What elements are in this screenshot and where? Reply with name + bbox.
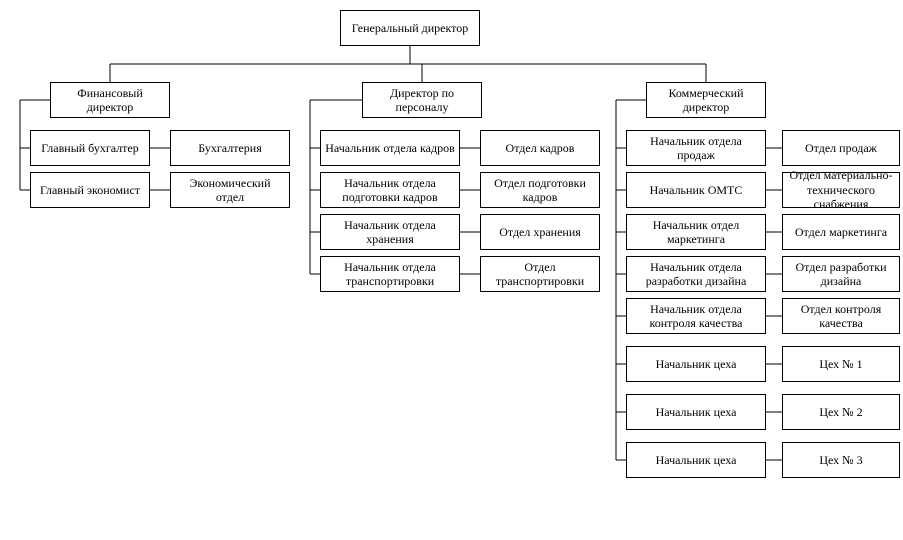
org-node-label: Главный бухгалтер bbox=[41, 141, 138, 155]
org-node-label: Начальник отдела продаж bbox=[631, 134, 761, 163]
org-node-hr_l2: Начальник отдела подготовки кадров bbox=[320, 172, 460, 208]
org-node-hr_l3: Начальник отдела хранения bbox=[320, 214, 460, 250]
org-node-label: Отдел разработки дизайна bbox=[787, 260, 895, 289]
org-node-hr_r2: Отдел подготовки кадров bbox=[480, 172, 600, 208]
org-node-com_dir: Коммерческий директор bbox=[646, 82, 766, 118]
org-node-com_l6: Начальник цеха bbox=[626, 346, 766, 382]
org-node-fin_r1: Бухгалтерия bbox=[170, 130, 290, 166]
org-node-label: Экономический отдел bbox=[175, 176, 285, 205]
org-node-label: Цех № 3 bbox=[819, 453, 862, 467]
org-node-com_l4: Начальник отдела разработки дизайна bbox=[626, 256, 766, 292]
org-node-label: Отдел транспортировки bbox=[485, 260, 595, 289]
org-node-label: Начальник отдела подготовки кадров bbox=[325, 176, 455, 205]
org-node-label: Начальник цеха bbox=[656, 357, 737, 371]
org-node-fin_dir: Финансовый директор bbox=[50, 82, 170, 118]
org-node-label: Начальник отдел маркетинга bbox=[631, 218, 761, 247]
org-node-com_l2: Начальник ОМТС bbox=[626, 172, 766, 208]
org-node-label: Главный экономист bbox=[40, 183, 140, 197]
org-node-label: Бухгалтерия bbox=[198, 141, 261, 155]
org-node-label: Директор по персоналу bbox=[367, 86, 477, 115]
org-node-fin_l1: Главный бухгалтер bbox=[30, 130, 150, 166]
org-node-com_r5: Отдел контроля качества bbox=[782, 298, 900, 334]
org-node-hr_l4: Начальник отдела транспортировки bbox=[320, 256, 460, 292]
org-node-com_r3: Отдел маркетинга bbox=[782, 214, 900, 250]
org-node-label: Отдел контроля качества bbox=[787, 302, 895, 331]
org-node-label: Начальник отдела разработки дизайна bbox=[631, 260, 761, 289]
org-node-com_l8: Начальник цеха bbox=[626, 442, 766, 478]
org-node-label: Начальник отдела контроля качества bbox=[631, 302, 761, 331]
org-node-label: Начальник отдела кадров bbox=[325, 141, 455, 155]
org-node-label: Начальник отдела транспортировки bbox=[325, 260, 455, 289]
org-node-label: Начальник цеха bbox=[656, 453, 737, 467]
org-node-com_l5: Начальник отдела контроля качества bbox=[626, 298, 766, 334]
org-node-hr_dir: Директор по персоналу bbox=[362, 82, 482, 118]
org-node-label: Начальник ОМТС bbox=[650, 183, 743, 197]
org-node-label: Начальник цеха bbox=[656, 405, 737, 419]
org-node-label: Цех № 2 bbox=[819, 405, 862, 419]
org-node-com_l1: Начальник отдела продаж bbox=[626, 130, 766, 166]
org-node-com_l7: Начальник цеха bbox=[626, 394, 766, 430]
org-node-label: Отдел подготовки кадров bbox=[485, 176, 595, 205]
org-node-label: Отдел продаж bbox=[805, 141, 877, 155]
org-node-label: Отдел хранения bbox=[499, 225, 581, 239]
org-node-hr_r1: Отдел кадров bbox=[480, 130, 600, 166]
org-node-com_r1: Отдел продаж bbox=[782, 130, 900, 166]
org-node-com_l3: Начальник отдел маркетинга bbox=[626, 214, 766, 250]
org-node-hr_r4: Отдел транспортировки bbox=[480, 256, 600, 292]
org-node-fin_l2: Главный экономист bbox=[30, 172, 150, 208]
org-node-com_r6: Цех № 1 bbox=[782, 346, 900, 382]
org-node-hr_r3: Отдел хранения bbox=[480, 214, 600, 250]
org-node-label: Финансовый директор bbox=[55, 86, 165, 115]
org-node-label: Генеральный директор bbox=[352, 21, 469, 35]
org-node-com_r8: Цех № 3 bbox=[782, 442, 900, 478]
org-node-label: Коммерческий директор bbox=[651, 86, 761, 115]
org-node-label: Начальник отдела хранения bbox=[325, 218, 455, 247]
org-node-hr_l1: Начальник отдела кадров bbox=[320, 130, 460, 166]
org-node-root: Генеральный директор bbox=[340, 10, 480, 46]
org-node-com_r7: Цех № 2 bbox=[782, 394, 900, 430]
org-node-com_r2: Отдел материально-технического снабжения bbox=[782, 172, 900, 208]
org-node-label: Отдел материально-технического снабжения bbox=[787, 168, 895, 211]
org-node-com_r4: Отдел разработки дизайна bbox=[782, 256, 900, 292]
org-node-label: Отдел кадров bbox=[506, 141, 575, 155]
org-node-label: Цех № 1 bbox=[819, 357, 862, 371]
org-node-label: Отдел маркетинга bbox=[795, 225, 887, 239]
org-node-fin_r2: Экономический отдел bbox=[170, 172, 290, 208]
